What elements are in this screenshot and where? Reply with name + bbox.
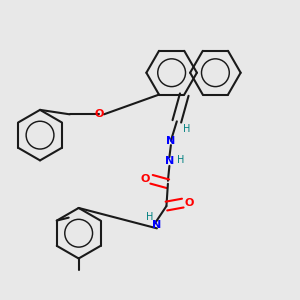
- Text: H: H: [177, 155, 184, 165]
- Text: N: N: [166, 136, 176, 146]
- Text: N: N: [165, 157, 174, 166]
- Text: O: O: [141, 174, 150, 184]
- Text: O: O: [184, 198, 194, 208]
- Text: N: N: [152, 220, 161, 230]
- Text: H: H: [183, 124, 190, 134]
- Text: O: O: [95, 109, 104, 119]
- Text: H: H: [146, 212, 153, 222]
